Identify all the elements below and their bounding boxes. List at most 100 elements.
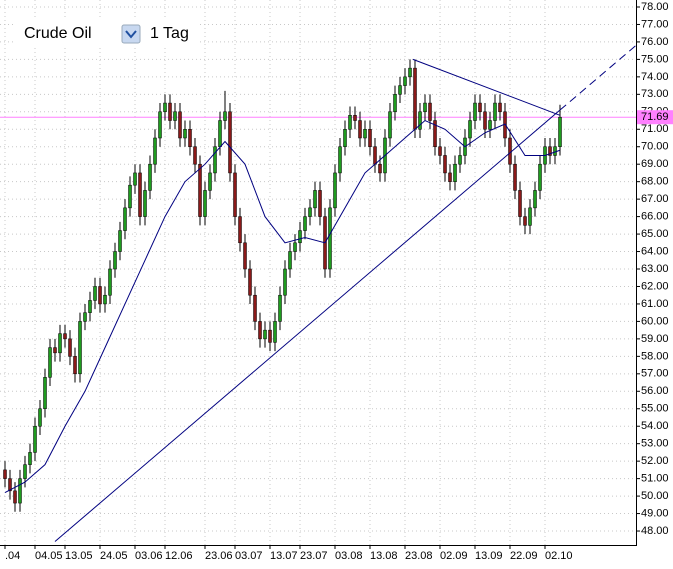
candle-body — [3, 469, 7, 479]
y-tick-label: 78.00 — [641, 1, 669, 13]
candle-body — [303, 216, 307, 231]
candle-body — [228, 111, 232, 174]
candle-body — [58, 333, 62, 354]
y-tick-label: 50.00 — [641, 490, 669, 502]
candle-body — [153, 137, 157, 165]
timeframe[interactable]: 1 Tag — [150, 25, 189, 42]
candle-body — [118, 230, 122, 252]
candle-body — [253, 294, 257, 322]
candle-body — [203, 190, 207, 217]
candle-body — [213, 146, 217, 174]
candle-body — [233, 172, 237, 217]
y-tick-label: 59.00 — [641, 333, 669, 345]
candle-body — [443, 155, 447, 174]
candle-body — [548, 146, 552, 156]
candle-body — [508, 137, 512, 165]
y-tick-label: 49.00 — [641, 507, 669, 519]
trendline — [412, 58, 561, 116]
y-tick-label: 62.00 — [641, 280, 669, 292]
candle-body — [178, 111, 182, 139]
candle-body — [93, 286, 97, 301]
x-tick-label: 02.09 — [440, 550, 468, 562]
candle-body — [478, 102, 482, 113]
candle-body — [188, 129, 192, 147]
candle-body — [348, 115, 352, 130]
candle-body — [18, 478, 22, 504]
symbol-name[interactable]: Crude Oil — [24, 25, 92, 42]
candle-body — [128, 184, 132, 209]
candle-body — [273, 321, 277, 343]
y-tick-label: 65.00 — [641, 228, 669, 240]
y-tick-label: 63.00 — [641, 263, 669, 275]
candle-body — [73, 356, 77, 375]
candle-body — [263, 329, 267, 340]
candle-body — [513, 163, 517, 191]
y-tick-label: 58.00 — [641, 350, 669, 362]
y-tick-label: 60.00 — [641, 315, 669, 327]
candle-body — [423, 102, 427, 113]
dropdown-button[interactable] — [121, 24, 141, 44]
candle-body — [183, 129, 187, 139]
candle-body — [358, 120, 362, 139]
y-tick-label: 55.00 — [641, 403, 669, 415]
candle-body — [523, 216, 527, 226]
candle-body — [268, 329, 272, 343]
x-tick-label: 23.07 — [300, 550, 328, 562]
x-tick-label: 13.08 — [370, 550, 398, 562]
y-tick-label: 76.00 — [641, 36, 669, 48]
candle-body — [168, 102, 172, 121]
y-tick-label: 57.00 — [641, 368, 669, 380]
candle-body — [133, 172, 137, 186]
candle-body — [528, 207, 532, 226]
candle-body — [408, 67, 412, 78]
candle-body — [163, 102, 167, 113]
y-tick-label: 56.00 — [641, 385, 669, 397]
candle-body — [403, 76, 407, 86]
candle-body — [368, 129, 372, 147]
candle-body — [488, 120, 492, 130]
candle-body — [413, 67, 417, 130]
candle-body — [248, 268, 252, 296]
candle-body — [243, 242, 247, 270]
candle-body — [353, 115, 357, 121]
candle-body — [113, 251, 117, 270]
candle-body — [198, 163, 202, 217]
candle-body — [23, 464, 27, 479]
y-tick-label: 68.00 — [641, 176, 669, 188]
candle-body — [483, 111, 487, 130]
candle-body — [338, 146, 342, 174]
candle-body — [393, 94, 397, 113]
candle-body — [258, 321, 262, 340]
x-tick-label: 13.05 — [65, 550, 93, 562]
candle-body — [288, 251, 292, 270]
candle-body — [308, 207, 312, 217]
candle-body — [143, 190, 147, 217]
candle-body — [293, 242, 297, 252]
symbol-panel — [14, 18, 198, 48]
candle-body — [398, 85, 402, 95]
candle-body — [363, 129, 367, 139]
candle-body — [498, 102, 502, 113]
candle-body — [473, 102, 477, 121]
candle-body — [433, 120, 437, 147]
candle-body — [428, 102, 432, 121]
y-tick-label: 74.00 — [641, 71, 669, 83]
x-tick-label: 23.08 — [405, 550, 433, 562]
candle-body — [138, 172, 142, 217]
candle-body — [453, 163, 457, 182]
candle-body — [43, 377, 47, 409]
candle-body — [328, 207, 332, 270]
candle-body — [448, 172, 452, 182]
y-tick-label: 66.00 — [641, 211, 669, 223]
candle-body — [103, 294, 107, 305]
x-tick-label: 24.05 — [100, 550, 128, 562]
x-tick-label: 12.06 — [165, 550, 193, 562]
candle-body — [38, 408, 42, 427]
x-tick-label: .04 — [5, 550, 20, 562]
candle-body — [558, 116, 562, 147]
candle-body — [468, 120, 472, 139]
candle-body — [313, 190, 317, 209]
candle-body — [158, 111, 162, 139]
candle-body — [123, 207, 127, 231]
